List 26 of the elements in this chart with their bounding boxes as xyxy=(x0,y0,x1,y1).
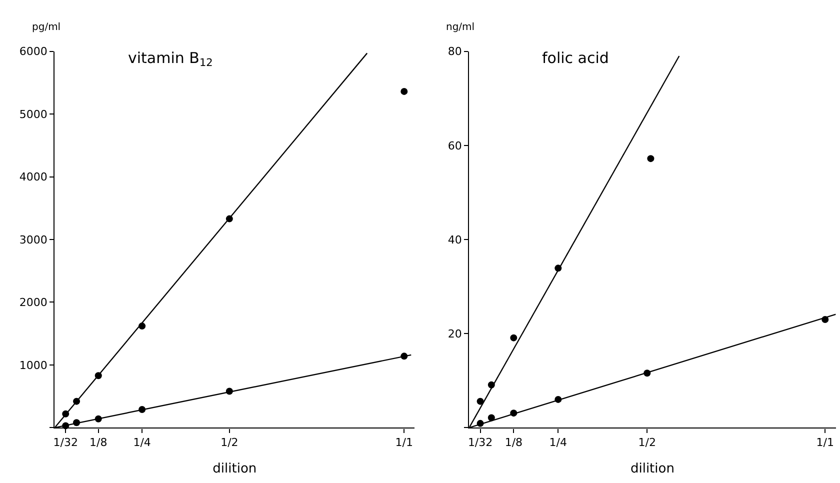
x-tick-label: 1/4 xyxy=(133,436,151,449)
y-tick-label: 40 xyxy=(448,233,462,246)
x-tick-label: 1/32 xyxy=(53,436,78,449)
y-axis-title: pg/ml xyxy=(32,22,61,33)
x-tick-label: 1/2 xyxy=(638,436,656,449)
y-tick-label: 2000 xyxy=(19,296,48,310)
x-tick-label: 1/8 xyxy=(504,436,523,449)
x-axis-title: dilition xyxy=(212,462,257,477)
chart-title: folic acid xyxy=(542,49,609,67)
x-tick-label: 1/1 xyxy=(816,436,834,449)
x-tick-label: 1/2 xyxy=(220,436,238,449)
y-tick-label: 80 xyxy=(448,45,462,58)
y-tick-label: 1000 xyxy=(19,358,48,372)
y-tick-label: 4000 xyxy=(19,170,48,184)
y-tick-label: 60 xyxy=(448,139,462,152)
y-tick-label: 20 xyxy=(448,327,462,340)
x-tick-label: 1/8 xyxy=(90,436,108,449)
y-tick-label: 3000 xyxy=(19,233,48,246)
x-tick-label: 1/4 xyxy=(549,436,568,449)
x-tick-label: 1/1 xyxy=(395,436,413,449)
y-axis-title: ng/ml xyxy=(446,22,475,33)
x-axis-title: dilition xyxy=(630,462,674,477)
y-tick-label: 5000 xyxy=(19,108,48,121)
y-tick-label: 6000 xyxy=(19,45,48,58)
x-tick-label: 1/32 xyxy=(468,436,493,449)
chart-title: vitamin B$_{12}$ xyxy=(128,49,213,70)
